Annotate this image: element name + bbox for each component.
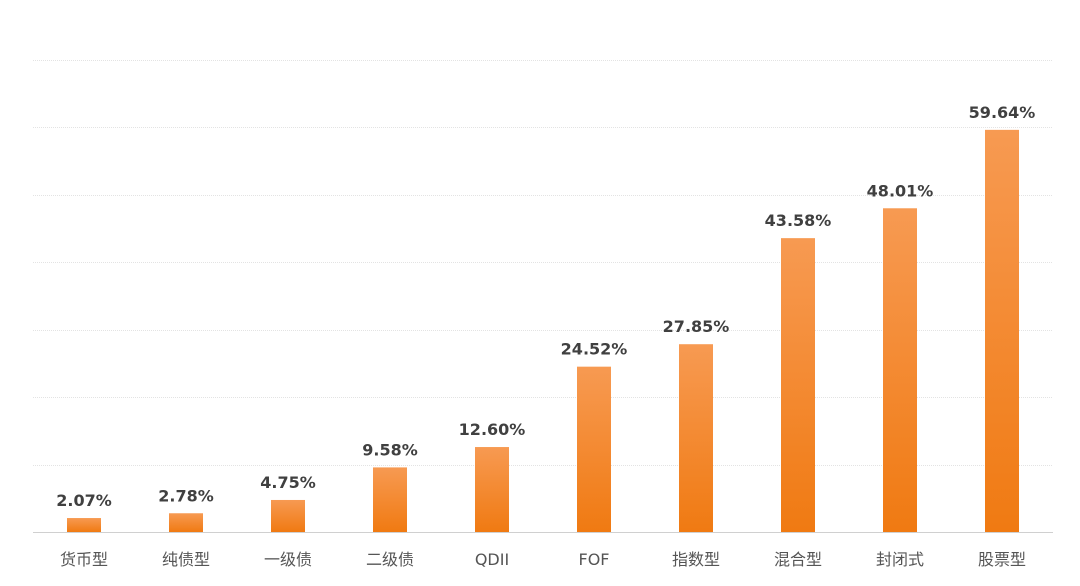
data-label: 9.58%	[362, 440, 418, 459]
x-tick-label: 指数型	[672, 550, 720, 569]
x-tick-label: FOF	[579, 550, 610, 569]
bar	[373, 467, 407, 532]
bar	[577, 366, 611, 532]
x-tick-label: QDII	[475, 550, 509, 569]
data-label: 24.52%	[561, 340, 628, 359]
data-label: 27.85%	[663, 317, 730, 336]
data-label: 48.01%	[867, 181, 934, 200]
bar	[679, 344, 713, 532]
bar	[475, 447, 509, 532]
x-tick-label: 封闭式	[876, 550, 924, 569]
x-tick-label: 纯债型	[162, 550, 210, 569]
x-tick-label: 股票型	[978, 550, 1026, 569]
bar	[67, 518, 101, 532]
data-label: 2.78%	[158, 486, 214, 505]
data-label: 2.07%	[56, 491, 112, 510]
x-tick-label: 二级债	[366, 550, 414, 569]
gridlines	[33, 60, 1053, 533]
x-tick-label: 混合型	[774, 550, 822, 569]
bar	[883, 208, 917, 532]
data-label: 4.75%	[260, 473, 316, 492]
data-label: 59.64%	[969, 103, 1036, 122]
bar	[781, 238, 815, 532]
category-labels: 货币型 纯债型 一级债 二级债 QDII FOF 指数型 混合型 封闭式 股票型	[60, 550, 1026, 569]
bar	[271, 499, 305, 532]
x-tick-label: 货币型	[60, 550, 108, 569]
data-label: 12.60%	[459, 420, 526, 439]
value-labels: 2.07% 2.78% 4.75% 9.58% 12.60% 24.52% 27.85% 43…	[56, 103, 1035, 510]
bar	[169, 513, 203, 532]
bar	[985, 129, 1019, 532]
x-tick-label: 一级债	[264, 550, 312, 569]
data-label: 43.58%	[765, 211, 832, 230]
bars	[67, 129, 1019, 532]
